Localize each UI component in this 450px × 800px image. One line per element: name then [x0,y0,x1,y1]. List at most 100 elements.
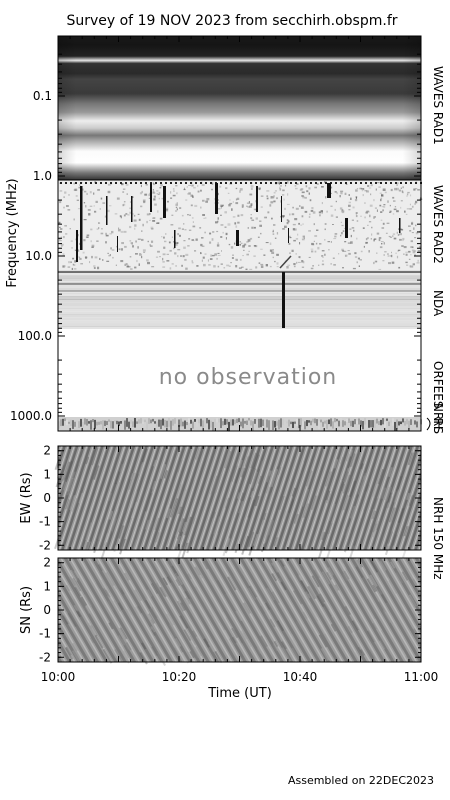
rs-speck [186,421,188,426]
noise-speck [199,227,202,229]
noise-speck [270,196,273,199]
rs-speck [228,421,230,432]
noise-speck [286,266,289,269]
sn-streak [271,591,280,604]
rad2-top-dot [155,182,157,184]
ew-streak [264,526,272,543]
rs-speck [406,418,408,425]
nda-burst-drift [279,255,292,269]
rad2-noise [58,181,423,271]
noise-speck [338,253,340,255]
ew-streak [211,511,216,519]
noise-speck [339,207,343,210]
rs-speck [252,421,254,431]
rs-speck [182,421,184,427]
sn-streak [195,567,204,579]
noise-speck [131,242,133,245]
noise-speck [269,204,272,207]
ew-streak [388,507,396,523]
noise-speck [367,185,370,187]
noise-speck [313,240,315,242]
ew-streak [405,458,412,471]
noise-speck [147,261,150,265]
noise-speck [334,233,338,235]
noise-speck [276,253,279,256]
noise-speck [201,259,203,262]
sn-streak [133,606,141,616]
noise-speck [314,186,317,189]
sn-streak [100,579,111,594]
rad2-top-dot [355,182,357,184]
noise-speck [316,229,319,231]
sn-streak [339,560,345,567]
rad2-top-dot [145,182,147,184]
ew-streak [345,453,351,462]
noise-speck [382,188,386,191]
noise-speck [118,248,121,251]
noise-speck [253,226,256,229]
rs-speck [64,418,66,421]
rad2-top-dot [270,182,272,184]
noise-speck [200,243,203,247]
noise-speck [129,207,131,210]
noise-speck [260,263,264,266]
rs-speck [204,418,206,428]
noise-speck [134,227,136,230]
noise-speck [63,236,65,239]
sn-streak [380,593,388,604]
noise-speck [413,227,415,230]
noise-speck [354,256,358,258]
ew-streak [97,523,105,539]
noise-speck [123,203,126,206]
noise-speck [248,245,251,247]
noise-speck [242,245,245,248]
noise-speck [79,256,81,258]
noise-speck [394,206,397,208]
noise-speck [162,261,165,263]
sn-streak [280,581,287,591]
sn-streak [264,602,271,611]
noise-speck [150,226,154,230]
sn-streak [189,651,195,659]
sn-streak [234,559,244,575]
rs-speck [60,419,62,427]
noise-speck [217,252,220,254]
ew-streak [144,519,150,530]
noise-speck [71,247,73,249]
rad2-top-dot [365,182,367,184]
noise-speck [403,253,405,255]
rad2-top-dot [275,182,277,184]
rs-speck [412,418,414,425]
noise-speck [340,221,342,223]
rad2-top-dot [130,182,132,184]
rs-speck [348,418,350,423]
noise-speck [351,219,354,221]
noise-speck [273,224,276,226]
rad2-bursts [76,183,401,262]
ew-streak [110,518,117,532]
noise-speck [183,246,186,249]
noise-speck [391,251,392,254]
noise-speck [246,253,249,256]
noise-speck [220,236,223,238]
noise-speck [330,214,334,217]
noise-speck [237,214,240,217]
noise-speck [97,189,100,191]
sn-streak [125,642,132,651]
time-axis: 10:00 10:20 10:40 11:00 [41,670,439,684]
noise-speck [235,187,238,190]
sn-y-ticks: 210-1-2 [39,556,422,664]
noise-speck [205,200,208,203]
ew-streak [69,495,76,511]
noise-speck [287,220,290,223]
sn-streak [305,591,311,599]
ew-streak [159,463,167,480]
rs-speck [330,418,332,427]
noise-speck [309,199,312,202]
noise-speck [185,253,189,256]
rs-speck [212,421,214,432]
noise-speck [374,207,377,209]
sn-streak [408,594,417,607]
sn-streak [291,647,300,660]
rs-speck [332,421,334,429]
